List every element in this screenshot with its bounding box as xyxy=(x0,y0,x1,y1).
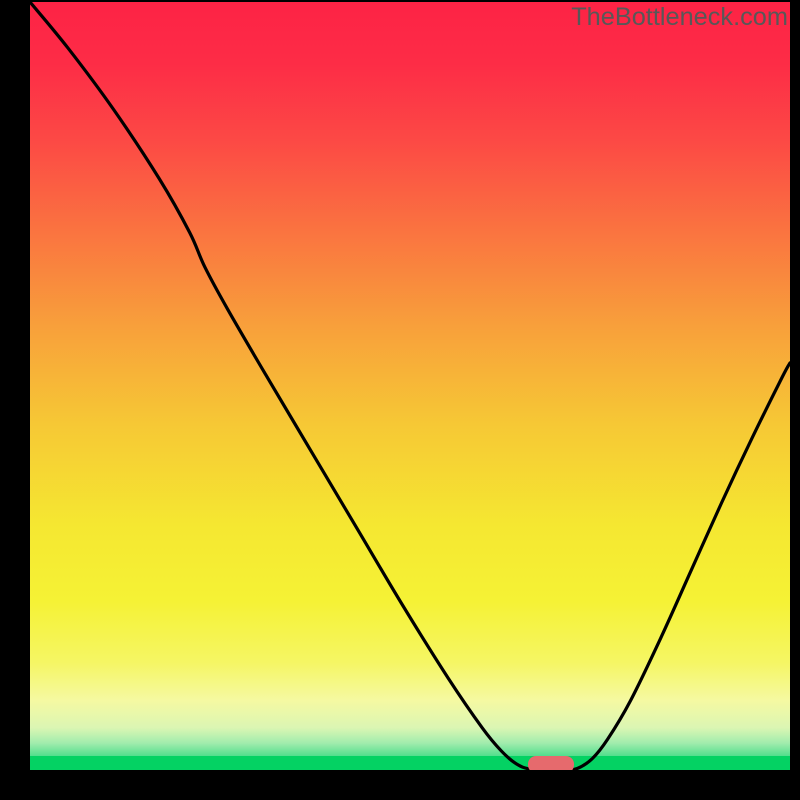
chart-root: TheBottleneck.com xyxy=(0,0,800,800)
curve-layer xyxy=(30,2,790,770)
border-left xyxy=(0,0,30,800)
watermark-text: TheBottleneck.com xyxy=(571,3,788,32)
border-right xyxy=(790,0,800,800)
border-bottom xyxy=(0,770,800,800)
plot-area xyxy=(30,2,790,770)
bottleneck-curve xyxy=(30,2,790,770)
border-top xyxy=(0,0,800,2)
